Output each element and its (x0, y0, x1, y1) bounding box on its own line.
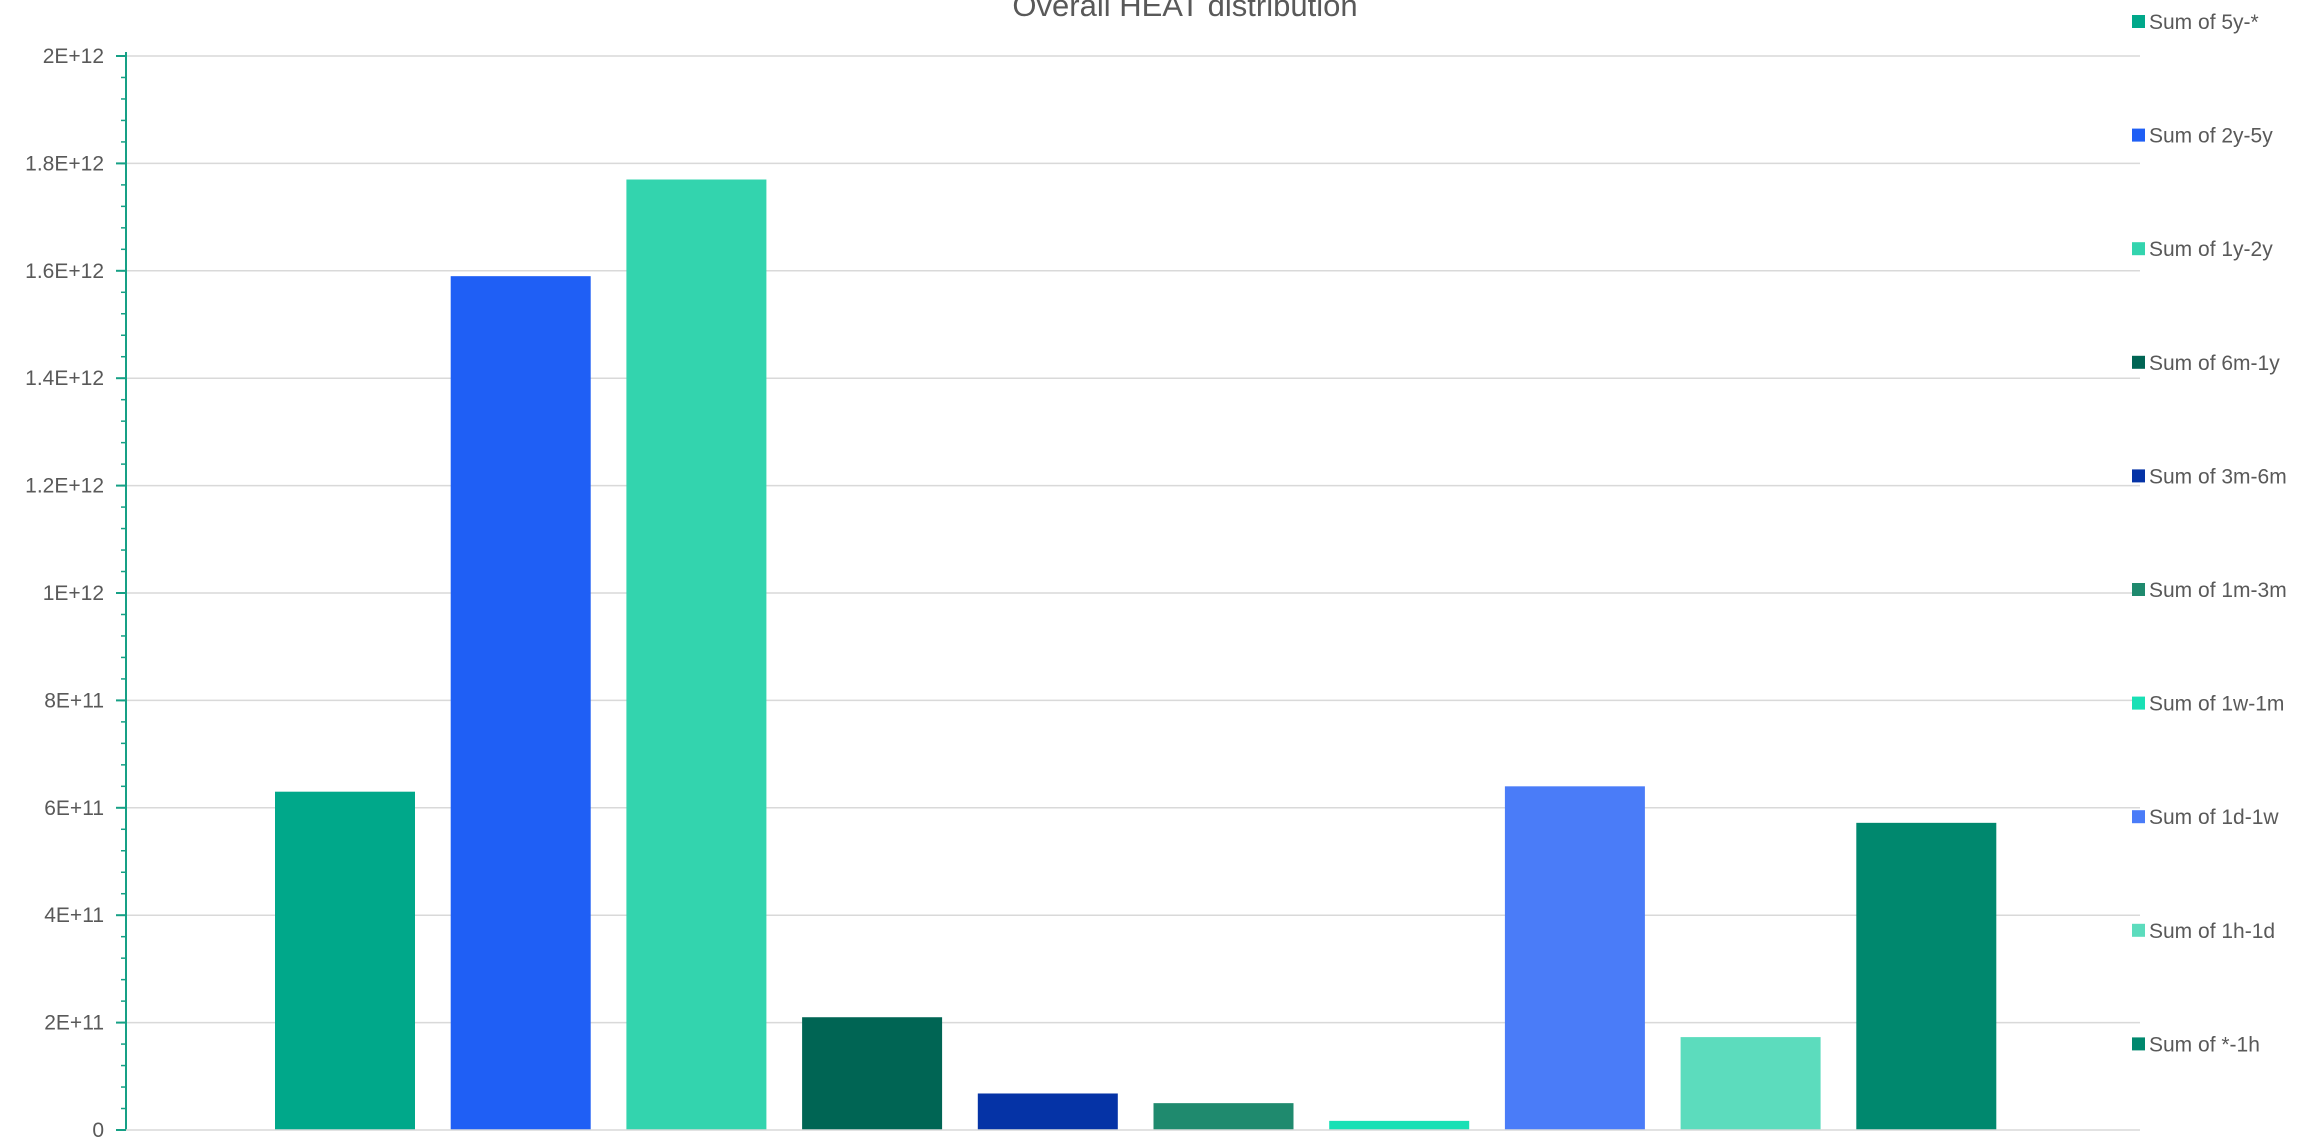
bar (275, 791, 415, 1130)
legend-label: Sum of 1d-1w (2149, 806, 2279, 829)
legend-swatch (2132, 15, 2145, 28)
bars (275, 179, 1997, 1130)
legend-swatch (2132, 583, 2145, 596)
legend-label: Sum of 1h-1d (2149, 920, 2275, 943)
gridlines (126, 55, 2140, 1024)
legend-swatch (2132, 1037, 2145, 1051)
chart-title: Overall HEAT distribution (1012, 0, 1357, 23)
legend-label: Sum of 6m-1y (2149, 352, 2280, 375)
bar (626, 179, 767, 1130)
y-tick-label: 6E+11 (44, 797, 104, 820)
y-tick-label: 2E+12 (43, 45, 104, 68)
legend-label: Sum of 2y-5y (2149, 125, 2273, 148)
bar (1504, 786, 1645, 1130)
legend-label: Sum of 3m-6m (2149, 465, 2287, 488)
y-tick-label: 1.8E+12 (25, 152, 104, 175)
y-tick-label: 1.4E+12 (25, 367, 104, 390)
legend-swatch (2132, 242, 2145, 256)
legend-swatch (2132, 810, 2145, 824)
y-tick-label: 8E+11 (44, 689, 104, 712)
y-axis: 0 2E+11 4E+11 6E+11 8E+11 1E+12 1.2E+12 1.4E+12… (25, 45, 2140, 1142)
legend: Sum of 5y-* Sum of 2y-5y Sum of 1y-2y Sum o… (2132, 11, 2287, 1056)
bar (977, 1093, 1118, 1130)
legend-swatch (2132, 923, 2145, 937)
bar (1680, 1037, 1821, 1130)
legend-label: Sum of 1m-3m (2149, 579, 2287, 602)
y-tick-label: 1E+12 (43, 582, 104, 605)
legend-swatch (2132, 469, 2145, 483)
legend-swatch (2132, 355, 2145, 369)
y-tick-label: 0 (92, 1119, 104, 1137)
bar (450, 276, 591, 1130)
y-tick-label: 1.6E+12 (25, 260, 104, 283)
bar (1329, 1120, 1470, 1130)
legend-swatch (2132, 128, 2145, 142)
legend-label: Sum of 1w-1m (2149, 693, 2284, 716)
y-tick-label: 4E+11 (44, 904, 104, 927)
legend-label: Sum of *-1h (2149, 1033, 2260, 1056)
bar (1153, 1103, 1294, 1130)
y-tick-label: 1.2E+12 (25, 475, 104, 498)
bar (802, 1017, 943, 1130)
bar (1856, 822, 1997, 1130)
legend-label: Sum of 1y-2y (2149, 238, 2273, 261)
y-tick-label: 2E+11 (44, 1012, 104, 1035)
legend-swatch (2132, 696, 2145, 710)
legend-label: Sum of 5y-* (2149, 11, 2259, 34)
